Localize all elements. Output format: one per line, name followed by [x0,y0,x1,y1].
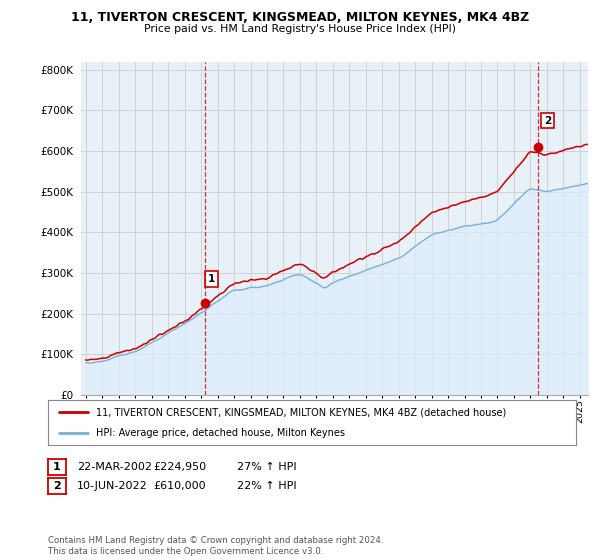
Text: 22% ↑ HPI: 22% ↑ HPI [237,481,296,491]
Text: 2: 2 [53,481,61,491]
Text: 11, TIVERTON CRESCENT, KINGSMEAD, MILTON KEYNES, MK4 4BZ: 11, TIVERTON CRESCENT, KINGSMEAD, MILTON… [71,11,529,24]
Text: HPI: Average price, detached house, Milton Keynes: HPI: Average price, detached house, Milt… [95,428,344,438]
Text: 10-JUN-2022: 10-JUN-2022 [77,481,148,491]
Text: 1: 1 [208,274,215,284]
Text: £224,950: £224,950 [153,462,206,472]
Text: Price paid vs. HM Land Registry's House Price Index (HPI): Price paid vs. HM Land Registry's House … [144,24,456,34]
Text: 22-MAR-2002: 22-MAR-2002 [77,462,152,472]
Text: 27% ↑ HPI: 27% ↑ HPI [237,462,296,472]
Text: 2: 2 [544,115,551,125]
Text: Contains HM Land Registry data © Crown copyright and database right 2024.
This d: Contains HM Land Registry data © Crown c… [48,536,383,556]
Text: 11, TIVERTON CRESCENT, KINGSMEAD, MILTON KEYNES, MK4 4BZ (detached house): 11, TIVERTON CRESCENT, KINGSMEAD, MILTON… [95,408,506,418]
Text: 1: 1 [53,462,61,472]
Text: £610,000: £610,000 [153,481,206,491]
